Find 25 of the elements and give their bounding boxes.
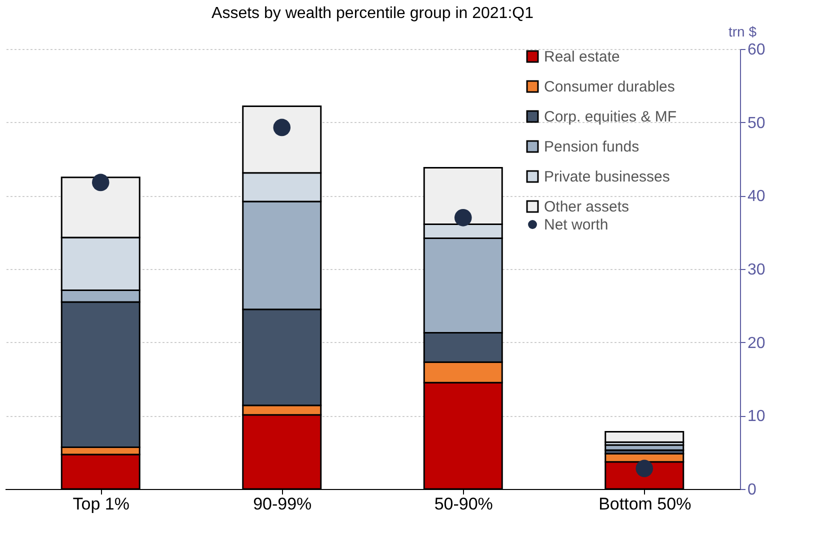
x-tick-label: 90-99% [253, 494, 312, 514]
x-tick-label: Bottom 50% [598, 494, 692, 514]
point [636, 460, 654, 478]
legend-label: Pension funds [544, 138, 640, 156]
point [273, 118, 291, 136]
bar [604, 431, 684, 443]
y-tick-label: 60 [748, 42, 766, 58]
chart-title: Assets by wealth percentile group in 2021:Q1 [212, 5, 534, 22]
legend-label: Consumer durables [544, 78, 675, 96]
legend-label: Net worth [544, 216, 608, 234]
legend-label: Other assets [544, 198, 630, 216]
y-tick-label: 40 [748, 188, 766, 206]
y-tick-label: 50 [748, 114, 766, 132]
y-tick-label: 20 [748, 334, 766, 352]
y-axis-title: trn $ [728, 24, 757, 40]
point [454, 209, 472, 226]
point [92, 174, 110, 192]
x-tick-label: 50-90% [434, 494, 493, 514]
y-tick-label: 30 [748, 262, 766, 278]
legend-label: Real estate [544, 48, 620, 66]
x-tick-label: Top 1% [72, 494, 130, 514]
legend-label: Private businesses [544, 168, 670, 186]
y-tick-label: 10 [748, 408, 766, 426]
legend-label: Corp. equities & MF [544, 108, 677, 126]
y-tick-label: 0 [748, 482, 756, 498]
